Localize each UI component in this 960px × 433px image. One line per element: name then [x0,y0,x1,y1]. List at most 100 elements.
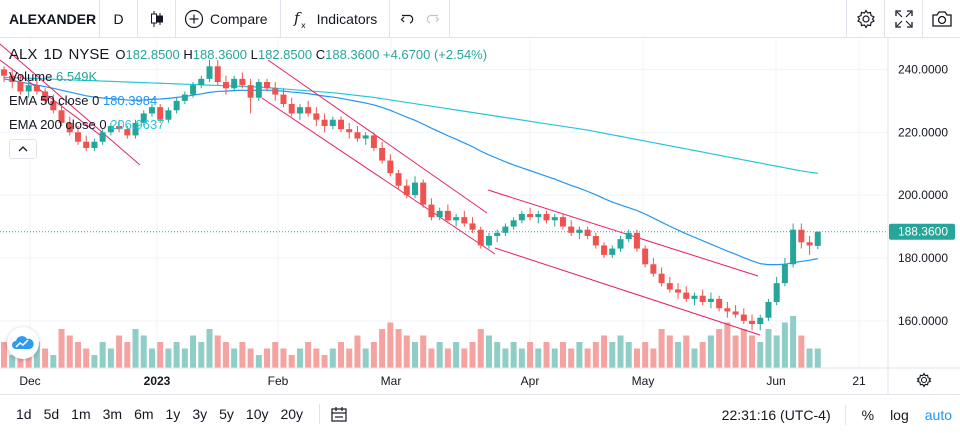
low-value: 182.8500 [257,47,313,62]
redo-icon[interactable] [424,11,440,27]
candle-body [132,122,139,136]
volume-bar [683,335,690,368]
time-tick-label: Jun [766,374,785,388]
volume-bar [66,335,73,368]
log-scale-toggle[interactable]: log [890,406,909,423]
date-range-icon[interactable] [330,405,348,423]
volume-bar [231,348,238,368]
ema200-label: EMA 200 close 0 [9,117,107,132]
last-price-label: 188.3600 [898,225,948,239]
candle-body [264,82,271,89]
trend-line [0,59,105,139]
volume-bar [790,316,797,368]
candle-body [124,129,131,136]
volume-bar [724,322,731,368]
candle-body [732,311,739,315]
candle-body [99,132,106,142]
candle-body [436,210,443,218]
interval-button[interactable]: D [100,0,138,38]
candle-body [584,229,591,236]
candle-body [362,135,369,139]
volume-bar [412,342,418,368]
axis-settings-icon[interactable] [916,372,932,388]
range-button-20y[interactable]: 20y [280,406,304,422]
candle-body [617,239,624,249]
volume-bar [379,329,386,368]
range-button-3y[interactable]: 3y [192,406,208,422]
legend-ema200[interactable]: EMA 200 close 0 206.9637 [9,117,487,135]
candle-body [485,236,492,246]
symbol-search[interactable]: ALEXANDER [0,0,100,38]
candle-body [403,185,410,196]
time-tick-label: May [632,374,655,388]
auto-scale-toggle[interactable]: auto [924,406,952,423]
plus-circle-icon [184,9,204,28]
candle-body [518,214,525,221]
volume-bar [58,329,65,368]
range-button-3m[interactable]: 3m [102,406,123,422]
range-button-10y[interactable]: 10y [245,406,269,422]
volume-bar [255,355,262,368]
candle-body [116,126,123,130]
range-button-5d[interactable]: 5d [43,406,60,422]
volume-bar [346,348,353,368]
volume-bar [625,342,632,368]
volume-bar [650,348,657,368]
candle-body [387,160,394,174]
legend-volume[interactable]: Volume 6.549K [9,69,487,87]
bottom-toolbar: 1d 5d 1m 3m 6m 1y 3y 5y 10y 20y 22:31:16 (UTC-4) … [0,394,960,433]
range-button-1m[interactable]: 1m [71,406,91,422]
time-tick-label: Apr [521,374,540,388]
legend-ema50[interactable]: EMA 50 close 0 180.3984 [9,93,487,111]
volume-bar [699,342,706,368]
volume-bar [469,342,476,368]
range-button-6m[interactable]: 6m [134,406,154,422]
volume-bar [99,342,106,368]
tradingview-logo[interactable] [7,327,39,359]
indicators-button[interactable]: f x Indicators [281,0,391,38]
last-price-badge [889,223,955,240]
candle-body [716,298,723,309]
ema50-line [3,78,818,266]
volume-bar [494,342,501,368]
volume-bar [551,348,558,368]
price-chart[interactable]: 240.0000 220.0000 200.0000 180.0000 160.0000… [0,38,960,394]
range-button-5y[interactable]: 5y [219,406,234,422]
volume-bar [732,335,739,368]
candle-body [190,85,197,95]
chart-type-button[interactable] [138,0,176,38]
candle-body [329,119,336,126]
candle-body [535,214,542,218]
gear-icon [856,9,875,29]
clock-display[interactable]: 22:31:16 (UTC-4) [721,406,831,423]
volume-bar [362,348,369,368]
volume-bar [420,335,427,368]
volume-bar [107,348,114,368]
legend-collapse-button[interactable] [9,139,37,159]
undo-icon[interactable] [400,11,416,27]
candle-body [247,85,254,98]
candle-body [568,226,575,233]
range-button-1d[interactable]: 1d [16,406,32,422]
candle-body [757,317,764,324]
volume-bar [140,335,147,368]
volume-bar [428,348,435,368]
volume-bar [716,329,723,368]
fullscreen-button[interactable] [884,0,922,38]
volume-bar [576,342,583,368]
candle-body [461,217,468,224]
volume-bar [749,335,756,368]
range-button-1y[interactable]: 1y [165,406,181,422]
candle-body [502,226,509,233]
candle-body [699,295,706,302]
settings-button[interactable] [846,0,884,38]
candle-body [25,85,32,92]
percent-scale-toggle[interactable]: % [861,406,875,423]
candle-body [239,78,246,86]
candle-body [675,289,682,293]
volume-bar [453,342,460,368]
screenshot-button[interactable] [922,0,960,38]
volume-bar [42,348,49,368]
chart-pane[interactable]: 240.0000 220.0000 200.0000 180.0000 160.0000… [0,38,960,394]
compare-button[interactable]: Compare [176,0,281,38]
